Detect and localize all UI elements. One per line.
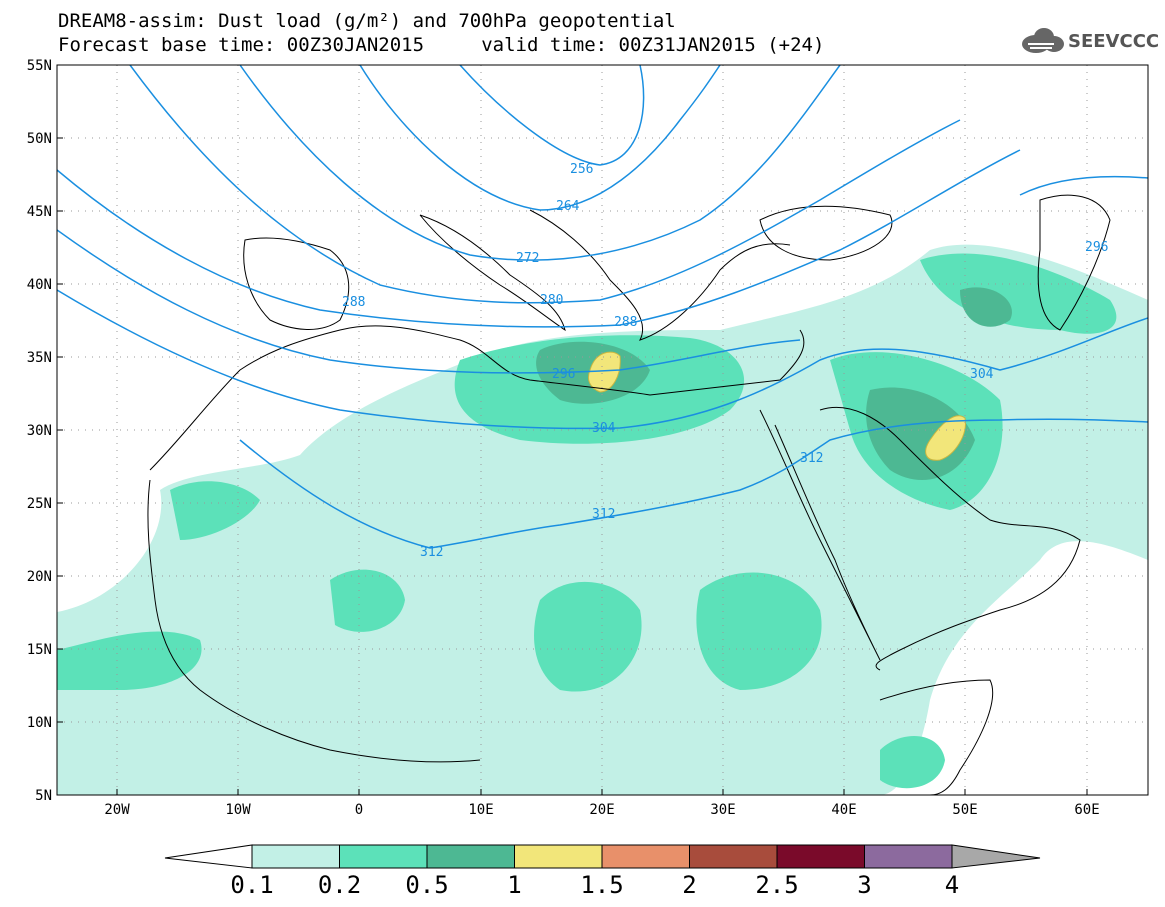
colorbar-swatch [864,844,953,869]
latitude-labels: 55N 50N 45N 40N 35N 30N 25N 20N 15N 10N … [27,58,52,804]
lat-label: 25N [27,496,52,512]
contour-label: 312 [420,545,443,560]
dust-area-medium [57,631,202,690]
lon-label: 30E [710,802,735,818]
contour-label: 264 [556,199,580,214]
contour-line [57,229,801,374]
colorbar-swatch [689,844,778,869]
colorbar-label: 3 [857,871,871,899]
contour-label: 288 [614,315,637,330]
lat-label: 55N [27,58,52,74]
lat-label: 45N [27,204,52,220]
lon-label: 10W [225,802,251,818]
colorbar-right-arrow [951,844,1041,869]
graticule [57,65,1148,795]
colorbar-swatch [339,844,428,869]
contour-line [57,289,1148,430]
lat-label: 20N [27,569,52,585]
colorbar-left-arrow [164,844,253,869]
contour-line [57,149,1021,328]
axis-ticks [57,64,1088,795]
contour-line [129,65,961,304]
logo-text: SEEVCCC [1068,31,1158,52]
contour-line [1019,175,1148,196]
dust-area-medium [880,736,945,789]
map-title: DREAM8-assim: Dust load (g/m²) and 700hP… [58,10,676,32]
lon-label: 50E [952,802,977,818]
contour-label: 312 [800,451,823,466]
iberia-coast [243,237,350,330]
lon-label: 60E [1074,802,1099,818]
colorbar-swatch [426,844,515,869]
colorbar-swatch [251,844,340,869]
contour-label: 256 [570,162,593,177]
colorbar-swatch [776,844,865,869]
dust-area-medium [330,569,405,632]
north-africa-coast [149,325,805,471]
lon-label: 20W [104,802,130,818]
colorbar-swatch [514,844,603,869]
balkans-coast [529,209,791,341]
colorbar-label: 2.5 [755,871,798,899]
colorbar-label: 1 [507,871,521,899]
colorbar-label: 1.5 [580,871,623,899]
contour-label: 272 [516,251,539,266]
lat-label: 50N [27,131,52,147]
red-sea-coast [759,409,881,661]
colorbar-label: 0.5 [405,871,448,899]
lat-label: 10N [27,715,52,731]
colorbar-swatch [601,844,690,869]
lon-label: 20E [589,802,614,818]
dust-area-medium [170,481,260,540]
lon-label: 0 [355,802,363,818]
longitude-labels: 20W 10W 0 10E 20E 30E 40E 50E 60E [104,802,1099,818]
cloud-icon [1022,28,1064,53]
contour-label: 280 [540,293,563,308]
colorbar: 0.1 0.2 0.5 1 1.5 2 2.5 3 4 [164,844,1041,899]
contour-label: 296 [552,367,575,382]
contour-line [359,65,721,211]
contour-line [239,65,841,261]
horn-africa-coast [879,679,994,795]
contour-label: 296 [1085,240,1108,255]
dust-area-medium [696,572,822,690]
seevccc-logo: SEEVCCC [1022,28,1158,53]
dust-area-dense [866,387,975,480]
colorbar-label: 0.1 [230,871,273,899]
dust-area-peak [587,351,621,393]
dust-area-medium [534,581,642,692]
contour-label: 312 [592,507,615,522]
lat-label: 5N [35,788,52,804]
colorbar-label: 0.2 [318,871,361,899]
arabia-coast [819,406,1081,671]
contour-label: 304 [592,421,616,436]
dust-shading [57,244,1148,795]
contour-label: 288 [342,295,365,310]
italy-coast [419,214,566,332]
geopotential-contours [57,65,1148,549]
black-sea-coast [759,205,893,261]
lat-label: 30N [27,423,52,439]
dust-area-peak [925,415,966,461]
lat-label: 35N [27,350,52,366]
contour-line [239,418,1148,549]
map-subtitle: Forecast base time: 00Z30JAN2015 valid t… [58,34,825,56]
lat-label: 40N [27,277,52,293]
dust-area-medium [920,253,1117,334]
dust-area-dense [960,287,1012,327]
lon-label: 40E [831,802,856,818]
colorbar-label: 4 [945,871,959,899]
coastlines [147,194,1111,795]
west-africa-coast [147,479,481,763]
caspian-coast [1037,194,1111,331]
contour-label: 304 [970,367,994,382]
contour-line [459,65,645,166]
contour-labels: 256 264 272 280 288 288 296 296 304 304 … [342,162,1108,560]
lon-label: 10E [468,802,493,818]
colorbar-label: 2 [682,871,696,899]
lat-label: 15N [27,642,52,658]
